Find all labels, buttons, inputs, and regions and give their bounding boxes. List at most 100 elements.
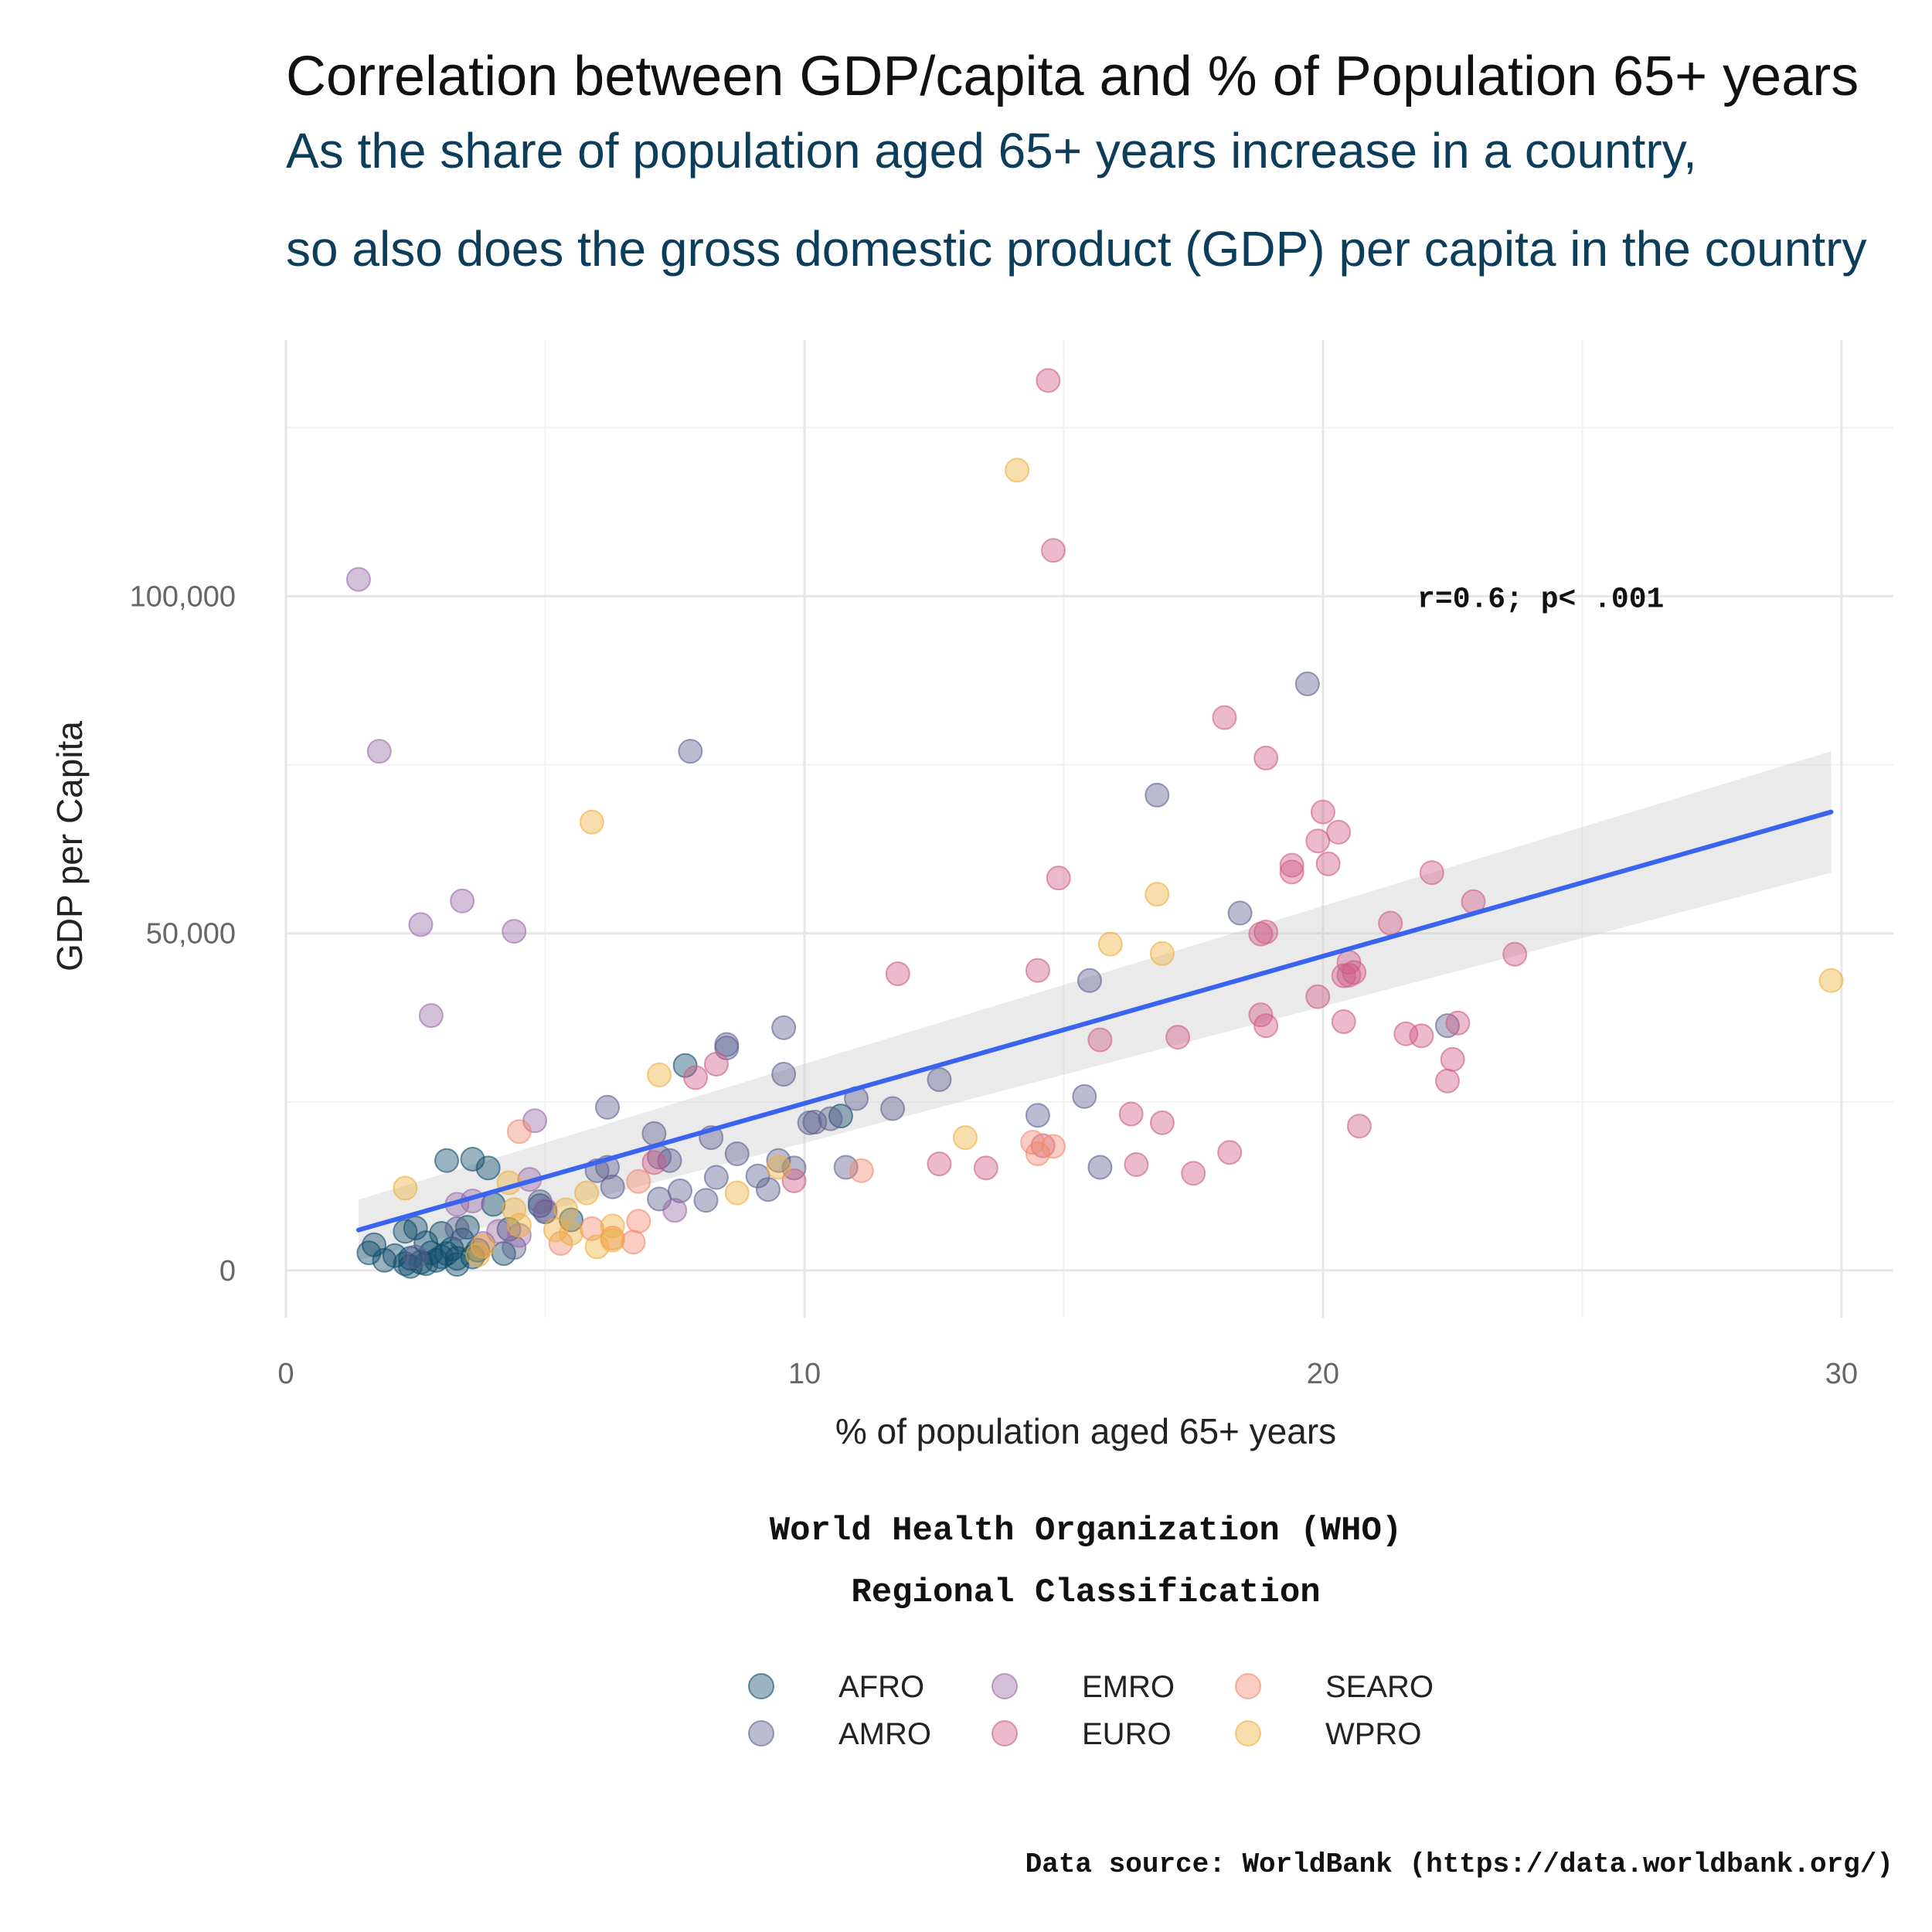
data-point: [506, 1213, 532, 1238]
data-point: [1145, 882, 1170, 907]
data-point: [1041, 1134, 1066, 1159]
x-tick-label: 20: [1307, 1358, 1339, 1390]
data-point: [880, 1096, 906, 1121]
data-point: [393, 1175, 418, 1201]
data-point: [1097, 931, 1123, 957]
series-euro: [641, 368, 1528, 1193]
data-point: [1409, 1023, 1434, 1049]
data-point: [502, 1197, 527, 1223]
data-point: [703, 1165, 729, 1190]
data-point: [506, 1223, 532, 1248]
legend: AFRO EMRO SEARO AMRO EURO WPRO: [748, 1670, 1434, 1751]
data-point: [693, 1188, 719, 1213]
data-point: [1041, 538, 1066, 563]
data-point: [579, 1216, 604, 1241]
data-point: [434, 1148, 459, 1173]
legend-key-amro: [748, 1720, 774, 1747]
data-point: [626, 1209, 651, 1234]
data-point: [973, 1155, 998, 1181]
data-point: [1217, 1140, 1243, 1165]
data-point: [647, 1062, 672, 1087]
data-point: [1124, 1151, 1149, 1177]
data-point: [1419, 860, 1444, 886]
data-point: [1434, 1013, 1460, 1039]
data-point: [1310, 799, 1335, 825]
data-point: [403, 1244, 428, 1270]
y-axis-label: GDP per Capita: [49, 721, 90, 971]
data-point: [584, 1234, 610, 1260]
data-point: [579, 809, 604, 835]
data-point: [502, 919, 527, 944]
confidence-band-area: [358, 751, 1832, 1260]
data-point: [766, 1148, 791, 1173]
legend-title-line-2: Regional Classification: [851, 1573, 1320, 1612]
data-point: [506, 1119, 532, 1145]
data-point: [1326, 819, 1352, 845]
data-point: [724, 1180, 750, 1206]
data-point: [1253, 1013, 1279, 1039]
data-point: [771, 1062, 797, 1087]
data-point: [600, 1174, 625, 1199]
data-point: [703, 1051, 729, 1077]
data-point: [885, 961, 910, 987]
data-point: [460, 1146, 485, 1172]
legend-key-euro: [992, 1720, 1018, 1747]
data-point: [1315, 851, 1341, 876]
data-point: [1253, 919, 1279, 944]
data-point: [621, 1230, 646, 1255]
data-point: [756, 1177, 781, 1202]
data-points: [345, 368, 1844, 1279]
y-tick-label: 100,000: [130, 581, 236, 614]
x-tick-label: 10: [788, 1358, 821, 1390]
data-point: [1005, 457, 1030, 483]
data-point: [574, 1180, 600, 1206]
data-point: [678, 739, 703, 764]
data-point: [1393, 1021, 1419, 1046]
data-point: [1445, 1010, 1471, 1036]
x-axis-label: % of population aged 65+ years: [835, 1411, 1336, 1451]
series-wpro: [393, 457, 1844, 1267]
data-point: [802, 1110, 828, 1134]
correlation-annotation: r=0.6; p< .001: [1417, 583, 1664, 616]
data-point: [1331, 1009, 1356, 1035]
data-point: [1145, 782, 1170, 808]
chart-subtitle-line-2: so also does the gross domestic product …: [286, 221, 1867, 277]
regression-line: [355, 809, 1834, 1233]
data-point: [1087, 1155, 1113, 1180]
data-point: [927, 1067, 952, 1093]
data-point: [1025, 1103, 1050, 1128]
data-point: [595, 1094, 620, 1120]
data-point: [833, 1155, 859, 1180]
data-point: [818, 1106, 843, 1131]
data-point: [781, 1168, 807, 1193]
data-point: [454, 1215, 480, 1240]
legend-key-searo: [1235, 1673, 1261, 1699]
data-point: [1502, 941, 1528, 967]
data-point: [1025, 1141, 1050, 1167]
legend-label-searo: SEARO: [1325, 1670, 1434, 1704]
chart-title: Correlation between GDP/capita and % of …: [286, 46, 1859, 107]
data-point: [952, 1125, 978, 1151]
data-point: [475, 1155, 501, 1181]
data-point: [849, 1158, 874, 1183]
data-point: [1305, 828, 1331, 854]
data-point: [345, 566, 371, 592]
data-point: [1118, 1101, 1144, 1127]
data-point: [444, 1252, 470, 1277]
data-point: [1036, 368, 1061, 393]
trend-line: [355, 809, 1834, 1233]
data-point: [1440, 1046, 1465, 1072]
data-point: [366, 739, 392, 764]
confidence-band: [358, 751, 1832, 1260]
data-point: [745, 1163, 770, 1189]
data-point: [626, 1168, 651, 1194]
data-point: [1305, 984, 1331, 1009]
data-point: [600, 1227, 625, 1253]
x-tick-label: 30: [1825, 1358, 1858, 1390]
data-point: [1181, 1161, 1206, 1186]
grid-lines: [284, 340, 1893, 1318]
legend-key-wpro: [1235, 1720, 1261, 1747]
legend-label-wpro: WPRO: [1325, 1717, 1421, 1751]
data-point: [450, 888, 475, 913]
